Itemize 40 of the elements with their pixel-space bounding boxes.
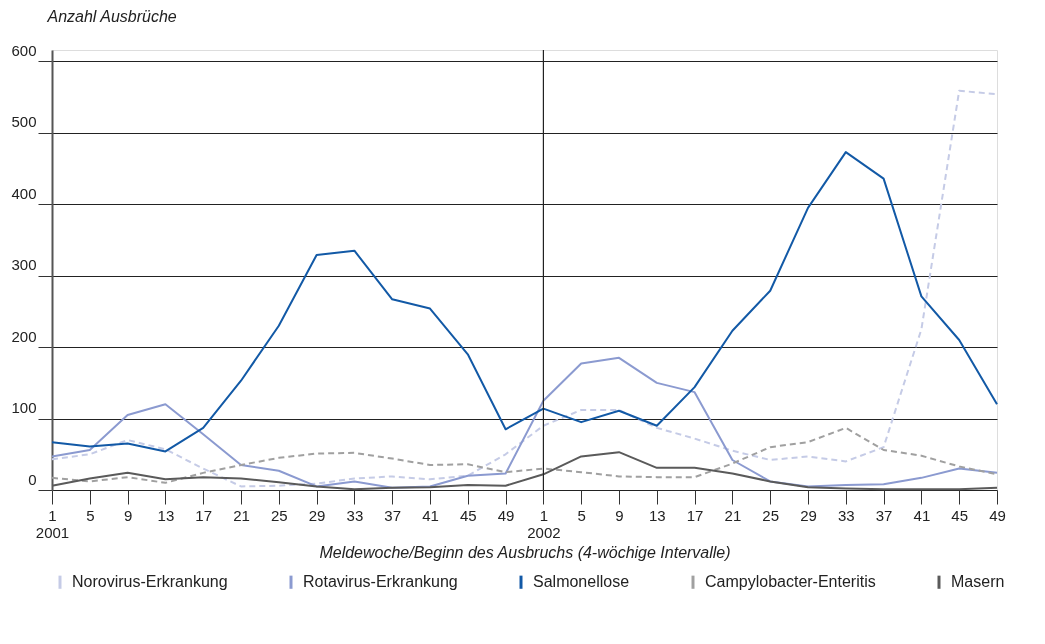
x-tick-label: 33 — [346, 506, 364, 524]
y-tick-label: 600 — [11, 41, 37, 59]
x-tick-label: 29 — [800, 506, 817, 524]
x-tick-label: 49 — [989, 506, 1006, 524]
y-tick-label: 0 — [28, 470, 37, 488]
x-tick-label: 13 — [648, 506, 666, 524]
x-tick-label: 17 — [686, 506, 704, 524]
legend-label: Campylobacter-Enteritis — [705, 573, 876, 591]
x-tick-label: 9 — [615, 506, 624, 524]
x-tick-label: 1 2001 — [35, 506, 70, 541]
x-tick-label: 45 — [459, 506, 477, 524]
legend-label: Masern — [951, 573, 1005, 591]
x-tick-label: 41 — [422, 506, 439, 524]
legend-label: Salmonellose — [533, 573, 630, 591]
y-axis-title: Anzahl Ausbrüche — [46, 7, 177, 25]
x-tick-label: 21 — [724, 506, 742, 524]
legend-label: Rotavirus-Erkrankung — [303, 573, 458, 591]
x-tick-label: 21 — [233, 506, 250, 524]
x-tick-label: 37 — [384, 506, 402, 524]
x-tick-label: 29 — [308, 506, 326, 524]
x-tick-label: 13 — [157, 506, 175, 524]
x-tick-label: 5 — [577, 506, 586, 524]
y-tick-label: 400 — [11, 184, 37, 202]
y-tick-label: 200 — [11, 327, 37, 345]
x-tick-label: 25 — [762, 506, 780, 524]
x-tick-label: 33 — [837, 506, 855, 524]
x-tick-label: 45 — [951, 506, 969, 524]
x-tick-label: 41 — [913, 506, 931, 524]
x-tick-label: 49 — [497, 506, 515, 524]
x-tick-label: 9 — [123, 506, 133, 524]
x-tick-label: 1 2002 — [527, 506, 561, 541]
y-tick-label: 500 — [11, 113, 37, 131]
legend-label: Norovirus-Erkrankung — [72, 573, 228, 591]
x-tick-label: 37 — [875, 506, 893, 524]
x-tick-label: 25 — [270, 506, 288, 524]
x-tick-label: 5 — [86, 506, 95, 524]
x-tick-label: 17 — [195, 506, 213, 524]
y-tick-label: 100 — [11, 399, 37, 417]
y-tick-label: 300 — [11, 256, 37, 274]
x-axis-title: Meldewoche/Beginn des Ausbruchs (4-wöchige Intervalle) — [319, 543, 731, 561]
